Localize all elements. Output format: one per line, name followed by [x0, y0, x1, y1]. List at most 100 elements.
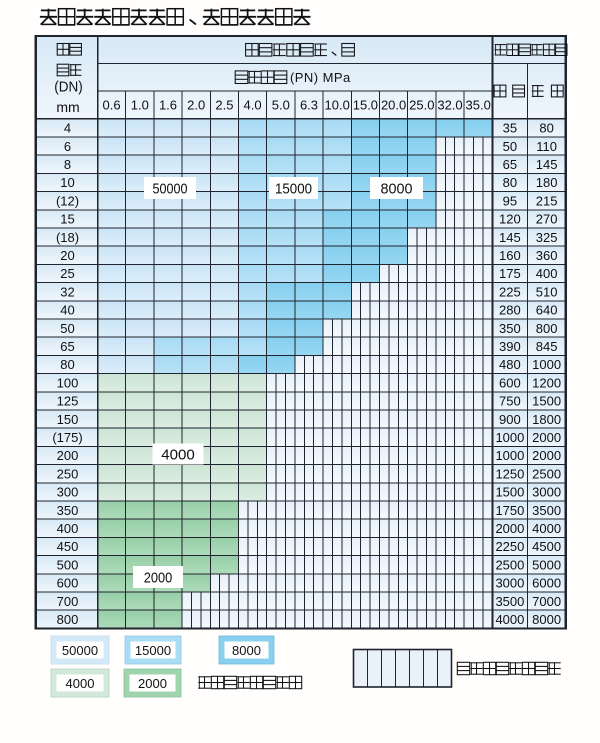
- svg-text:95: 95: [503, 193, 517, 208]
- svg-text:400: 400: [536, 266, 558, 281]
- svg-text:(12): (12): [56, 193, 79, 208]
- svg-text:2250: 2250: [495, 539, 524, 554]
- svg-text:325: 325: [536, 230, 558, 245]
- svg-text:900: 900: [499, 412, 521, 427]
- svg-text:1.6: 1.6: [159, 98, 177, 113]
- svg-text:700: 700: [57, 594, 79, 609]
- svg-text:50: 50: [503, 139, 517, 154]
- svg-text:600: 600: [499, 375, 521, 390]
- svg-text:40: 40: [60, 303, 74, 318]
- svg-text:8000: 8000: [232, 643, 261, 658]
- svg-text:100: 100: [57, 375, 79, 390]
- svg-text:8: 8: [64, 157, 71, 172]
- svg-text:250: 250: [57, 466, 79, 481]
- svg-text:200: 200: [57, 448, 79, 463]
- svg-text:215: 215: [536, 193, 558, 208]
- svg-text:2000: 2000: [495, 521, 524, 536]
- svg-text:450: 450: [57, 539, 79, 554]
- svg-text:2500: 2500: [532, 466, 561, 481]
- svg-text:65: 65: [503, 157, 517, 172]
- svg-text:6000: 6000: [532, 576, 561, 591]
- svg-text:175: 175: [499, 266, 521, 281]
- svg-text:180: 180: [536, 175, 558, 190]
- svg-text:800: 800: [536, 321, 558, 336]
- svg-text:1000: 1000: [532, 357, 561, 372]
- svg-text:4: 4: [64, 121, 71, 136]
- svg-text:15000: 15000: [135, 643, 171, 658]
- svg-text:50000: 50000: [153, 181, 188, 198]
- svg-text:32: 32: [60, 284, 74, 299]
- svg-text:15: 15: [60, 212, 74, 227]
- svg-text:225: 225: [499, 284, 521, 299]
- svg-text:480: 480: [499, 357, 521, 372]
- svg-text:360: 360: [536, 248, 558, 263]
- svg-text:6: 6: [64, 139, 71, 154]
- svg-text:300: 300: [57, 485, 79, 500]
- svg-text:1500: 1500: [532, 394, 561, 409]
- svg-text:145: 145: [536, 157, 558, 172]
- svg-text:10: 10: [60, 175, 74, 190]
- svg-text:1200: 1200: [532, 375, 561, 390]
- svg-text:(DN): (DN): [54, 80, 83, 96]
- svg-text:6.3: 6.3: [300, 98, 318, 113]
- svg-text:4000: 4000: [532, 521, 561, 536]
- svg-text:1500: 1500: [495, 485, 524, 500]
- svg-text:500: 500: [57, 557, 79, 572]
- svg-text:80: 80: [539, 121, 553, 136]
- svg-text:(175): (175): [52, 430, 82, 445]
- svg-text:2000: 2000: [532, 448, 561, 463]
- svg-text:1800: 1800: [532, 412, 561, 427]
- svg-text:25.0: 25.0: [409, 98, 434, 113]
- svg-text:(18): (18): [56, 230, 79, 245]
- svg-text:0.6: 0.6: [103, 98, 121, 113]
- svg-text:1250: 1250: [495, 466, 524, 481]
- svg-text:mm: mm: [56, 99, 79, 115]
- svg-text:25: 25: [60, 266, 74, 281]
- svg-text:2500: 2500: [495, 557, 524, 572]
- svg-text:2000: 2000: [138, 676, 167, 691]
- svg-text:1750: 1750: [495, 503, 524, 518]
- svg-text:350: 350: [499, 321, 521, 336]
- svg-text:4000: 4000: [66, 676, 95, 691]
- svg-text:2000: 2000: [144, 570, 173, 587]
- svg-text:4500: 4500: [532, 539, 561, 554]
- svg-text:3500: 3500: [532, 503, 561, 518]
- svg-text:280: 280: [499, 303, 521, 318]
- svg-text:35: 35: [503, 121, 517, 136]
- svg-text:20.0: 20.0: [381, 98, 406, 113]
- svg-text:120: 120: [499, 212, 521, 227]
- svg-text:390: 390: [499, 339, 521, 354]
- svg-text:750: 750: [499, 394, 521, 409]
- svg-text:2000: 2000: [532, 430, 561, 445]
- svg-text:(PN) MPa: (PN) MPa: [290, 70, 351, 85]
- svg-text:510: 510: [536, 284, 558, 299]
- svg-text:8000: 8000: [532, 612, 561, 627]
- svg-text:1.0: 1.0: [131, 98, 149, 113]
- svg-text:80: 80: [60, 357, 74, 372]
- svg-text:3500: 3500: [495, 594, 524, 609]
- svg-text:800: 800: [57, 612, 79, 627]
- svg-text:4.0: 4.0: [244, 98, 262, 113]
- svg-text:160: 160: [499, 248, 521, 263]
- svg-text:4000: 4000: [495, 612, 524, 627]
- svg-text:10.0: 10.0: [325, 98, 350, 113]
- svg-text:7000: 7000: [532, 594, 561, 609]
- svg-text:3000: 3000: [532, 485, 561, 500]
- svg-text:350: 350: [57, 503, 79, 518]
- svg-text:5.0: 5.0: [272, 98, 290, 113]
- svg-text:1000: 1000: [495, 448, 524, 463]
- svg-text:2.5: 2.5: [215, 98, 233, 113]
- svg-text:32.0: 32.0: [437, 98, 462, 113]
- svg-text:845: 845: [536, 339, 558, 354]
- svg-text:20: 20: [60, 248, 74, 263]
- svg-text:600: 600: [57, 576, 79, 591]
- svg-text:270: 270: [536, 212, 558, 227]
- svg-text:145: 145: [499, 230, 521, 245]
- svg-text:640: 640: [536, 303, 558, 318]
- svg-text:50: 50: [60, 321, 74, 336]
- svg-text:125: 125: [57, 394, 79, 409]
- svg-text:15.0: 15.0: [353, 98, 378, 113]
- svg-text:65: 65: [60, 339, 74, 354]
- svg-text:15000: 15000: [275, 181, 312, 198]
- svg-text:50000: 50000: [62, 643, 98, 658]
